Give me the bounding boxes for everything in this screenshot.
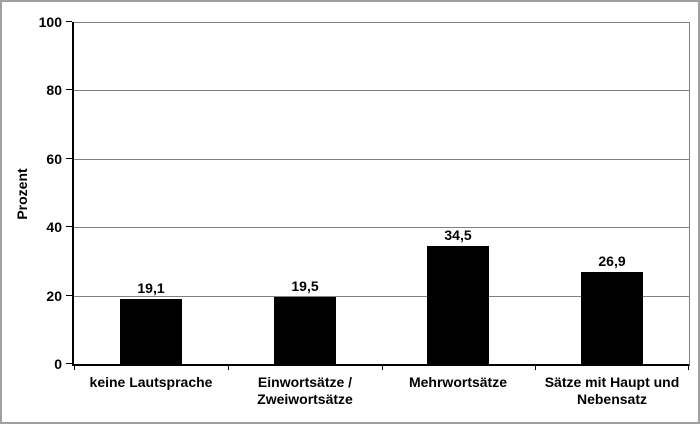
y-axis-tick-label: 20 <box>46 287 62 304</box>
y-axis-tick <box>66 294 72 296</box>
bar-value-label: 19,1 <box>137 280 165 296</box>
x-axis-tick <box>228 366 229 370</box>
plot-area: 19,1 19,5 34,5 26,9 <box>72 22 690 366</box>
x-axis-tick <box>74 366 75 370</box>
x-axis-category-label: Sätze mit Haupt und Nebensatz <box>544 374 680 407</box>
gridline <box>74 158 689 160</box>
x-axis-category-label: Einwortsätze / Zweiwortsätze <box>257 374 353 407</box>
x-axis-category-label: keine Lautsprache <box>89 374 213 390</box>
y-axis-tick-label: 100 <box>38 14 62 30</box>
y-axis-tick-label: 60 <box>46 150 62 167</box>
x-axis-category-label: Mehrwortsätze <box>408 374 508 390</box>
y-axis-tick <box>66 363 72 364</box>
y-axis-title: Prozent <box>14 168 30 220</box>
bar-value-label: 34,5 <box>444 227 472 243</box>
bar-value-label: 26,9 <box>598 253 626 269</box>
bar <box>581 272 643 364</box>
bar <box>427 246 489 364</box>
y-axis-tick-label: 0 <box>54 356 62 372</box>
x-axis-tick <box>535 366 536 370</box>
y-axis-tick-label: 80 <box>46 82 62 99</box>
gridline <box>74 295 689 297</box>
y-axis-tick <box>66 226 72 228</box>
y-axis-tick <box>66 21 72 22</box>
y-axis-tick-label: 40 <box>46 219 62 236</box>
x-axis-tick <box>382 366 383 370</box>
y-axis-tick <box>66 157 72 159</box>
gridline <box>74 90 689 92</box>
bar-value-label: 19,5 <box>291 278 319 294</box>
bar <box>274 297 336 364</box>
gridline <box>74 227 689 229</box>
y-axis-tick <box>66 89 72 91</box>
bar <box>120 299 182 364</box>
gridline <box>74 22 689 23</box>
x-axis-tick <box>688 366 689 370</box>
